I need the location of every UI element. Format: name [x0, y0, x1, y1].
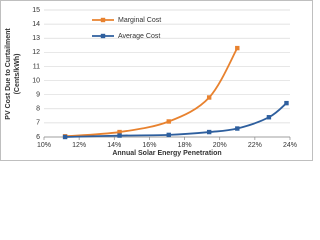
x-tick-label: 12% [72, 142, 86, 149]
marker [117, 129, 122, 135]
y-tick-label: 15 [32, 7, 40, 14]
y-tick-label: 11 [33, 63, 40, 70]
legend-marker [100, 33, 106, 39]
x-tick-label: 16% [142, 142, 156, 149]
marker [166, 132, 171, 138]
y-tick-label: 14 [32, 21, 40, 28]
marker [62, 134, 68, 140]
x-tick-label: 20% [213, 142, 227, 149]
legend-label: Average Cost [118, 33, 160, 40]
marker [206, 95, 212, 100]
x-tick-label: 14% [107, 142, 121, 149]
marker [284, 100, 289, 106]
y-axis-title: (Cents/kWh) [14, 54, 21, 95]
x-tick-label: 18% [178, 142, 192, 149]
x-tick-label: 22% [248, 142, 262, 149]
y-axis-title: PV Cost Due to Curtailment [5, 28, 12, 120]
marker [266, 115, 272, 120]
x-tick-label: 10% [37, 142, 51, 149]
marker [206, 129, 212, 135]
y-tick-label: 13 [32, 35, 40, 42]
marker [235, 45, 240, 51]
chart: PV Cost Due to Curtailment (Cents/kWh) A… [0, 0, 313, 161]
y-tick-label: 10 [32, 77, 40, 84]
x-axis-title: Annual Solar Energy Penetration [112, 150, 221, 157]
marker [166, 119, 171, 124]
x-tick-label: 24% [283, 142, 297, 149]
y-tick-label: 12 [32, 49, 40, 56]
legend-marker [100, 17, 106, 23]
y-tick-label: 8 [36, 106, 40, 113]
y-tick-label: 7 [36, 120, 40, 127]
marker [235, 126, 240, 131]
marker [117, 133, 122, 138]
y-tick-label: 9 [36, 92, 40, 99]
legend-label: Marginal Cost [118, 17, 161, 24]
y-tick-label: 6 [36, 134, 40, 141]
